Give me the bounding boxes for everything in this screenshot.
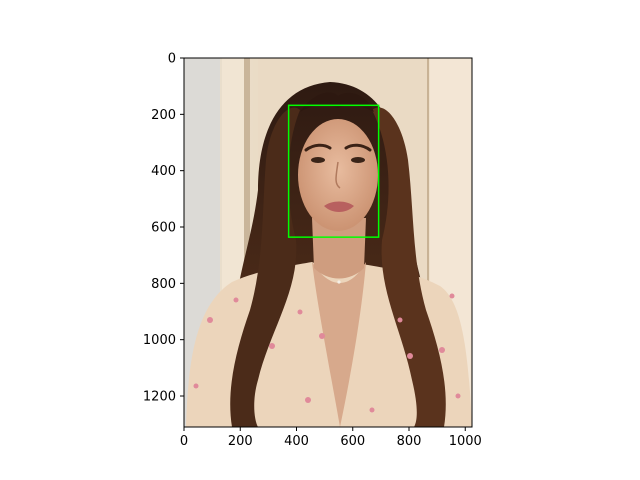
axes-frame — [183, 57, 473, 428]
photo-flower — [233, 297, 239, 303]
photo-flower — [305, 397, 311, 403]
photo-flower — [407, 353, 413, 359]
y-tick-label: 0 — [168, 52, 176, 67]
bounding-boxes — [287, 104, 380, 238]
portrait-photo — [184, 58, 472, 427]
y-axis: 0 200 400 600 800 1000 1200 — [143, 52, 184, 405]
x-axis: 0 200 400 600 800 1000 — [180, 427, 482, 449]
photo-eye-left — [311, 157, 325, 163]
photo-necklace-pendant — [337, 280, 341, 284]
y-tick-label: 1000 — [143, 333, 176, 348]
photo-flower — [297, 309, 303, 315]
photo-flower — [449, 293, 455, 299]
photo-flower — [455, 393, 461, 399]
x-tick-label: 400 — [284, 434, 309, 449]
photo-flower — [193, 383, 199, 389]
photo-eyebrows — [304, 143, 372, 152]
photo-hair-right-lock — [372, 107, 446, 427]
photo-flower — [207, 317, 213, 323]
photo-hair-part — [300, 92, 374, 112]
photo-neckline — [312, 262, 366, 427]
photo-flower — [319, 333, 325, 339]
photo-pillar-groove — [244, 58, 250, 427]
photo-nose — [335, 161, 341, 189]
photo-face — [298, 119, 378, 231]
photo-eye-right — [351, 157, 365, 163]
x-tick-label: 0 — [180, 434, 188, 449]
x-tick-label: 200 — [228, 434, 253, 449]
photo-flower — [269, 343, 275, 349]
photo-flower — [439, 347, 445, 353]
photo-flower — [397, 317, 403, 323]
photo-neck — [312, 218, 366, 279]
face-bounding-box — [287, 104, 380, 238]
photo-hair-left-lock — [230, 107, 300, 427]
y-tick-label: 800 — [151, 277, 176, 292]
x-tick-label: 1000 — [449, 434, 482, 449]
y-tick-label: 600 — [151, 221, 176, 236]
y-tick-label: 200 — [151, 108, 176, 123]
photo-lips — [324, 201, 354, 212]
y-tick-label: 1200 — [143, 390, 176, 405]
x-tick-label: 800 — [397, 434, 422, 449]
x-tick-label: 600 — [340, 434, 365, 449]
y-tick-label: 400 — [151, 164, 176, 179]
photo-flower — [369, 407, 375, 413]
